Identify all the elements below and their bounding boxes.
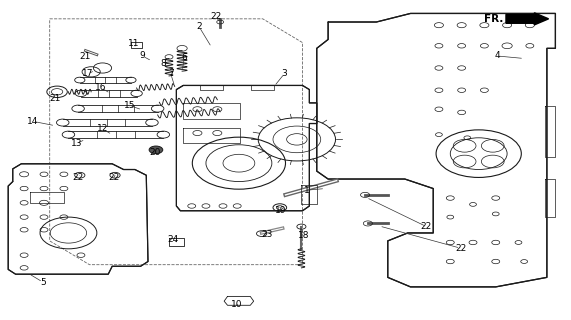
Text: 6: 6 xyxy=(182,53,187,62)
Text: 11: 11 xyxy=(127,39,139,48)
Text: 22: 22 xyxy=(211,12,222,21)
Text: 7: 7 xyxy=(168,69,174,78)
Text: 4: 4 xyxy=(494,52,500,60)
Text: 9: 9 xyxy=(139,52,145,60)
Text: 15: 15 xyxy=(123,101,135,110)
Text: 14: 14 xyxy=(27,117,38,126)
Text: 2: 2 xyxy=(196,22,202,31)
Text: 8: 8 xyxy=(160,59,166,68)
Polygon shape xyxy=(176,85,317,211)
Text: 5: 5 xyxy=(40,278,46,287)
Text: 1: 1 xyxy=(304,186,310,195)
Circle shape xyxy=(149,146,163,154)
Text: FR.: FR. xyxy=(484,14,503,24)
Text: 16: 16 xyxy=(95,83,107,92)
Text: 12: 12 xyxy=(97,124,108,133)
Text: 19: 19 xyxy=(275,206,287,215)
Text: 21: 21 xyxy=(80,52,91,61)
Polygon shape xyxy=(317,13,556,287)
Text: 17: 17 xyxy=(82,69,94,78)
Text: 22: 22 xyxy=(421,222,432,231)
Text: 22: 22 xyxy=(455,244,466,253)
Text: 10: 10 xyxy=(231,300,243,309)
Text: 13: 13 xyxy=(71,139,82,148)
FancyArrow shape xyxy=(506,13,549,25)
Text: 3: 3 xyxy=(282,69,287,78)
Text: 21: 21 xyxy=(50,94,61,103)
Text: 20: 20 xyxy=(149,148,160,156)
Text: 22: 22 xyxy=(73,173,84,182)
Text: 23: 23 xyxy=(262,230,273,239)
Text: 18: 18 xyxy=(298,231,309,240)
Text: 24: 24 xyxy=(167,236,179,244)
Text: 22: 22 xyxy=(108,173,119,182)
Polygon shape xyxy=(8,164,148,274)
